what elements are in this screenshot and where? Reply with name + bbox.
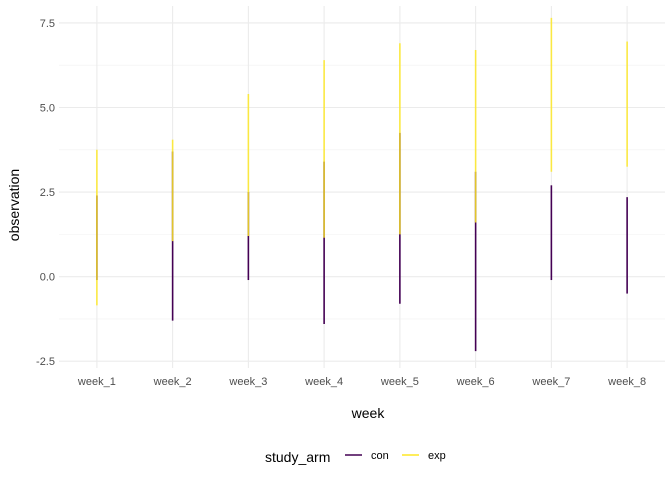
y-tick-label: 7.5 bbox=[40, 18, 55, 30]
chart-marks bbox=[96, 17, 628, 352]
legend-items: con exp bbox=[345, 450, 446, 462]
y-tick-label: 0.0 bbox=[40, 272, 55, 284]
y-tick-label: 5.0 bbox=[40, 102, 55, 114]
x-tick-label: week_5 bbox=[380, 376, 419, 388]
y-tick-label: 2.5 bbox=[40, 187, 55, 199]
legend-title: study_arm bbox=[265, 449, 330, 465]
x-axis-title: week bbox=[351, 405, 386, 421]
series-con bbox=[96, 132, 628, 352]
legend-label-con: con bbox=[371, 450, 389, 462]
series-exp bbox=[96, 17, 628, 306]
x-tick-label: week_7 bbox=[531, 376, 570, 388]
y-axis-title: observation bbox=[6, 169, 22, 241]
x-tick-label: week_6 bbox=[456, 376, 495, 388]
x-tick-label: week_2 bbox=[153, 376, 192, 388]
minor-gridlines bbox=[59, 64, 665, 320]
legend: study_arm con exp bbox=[265, 449, 446, 465]
y-tick-label: -2.5 bbox=[36, 356, 55, 368]
legend-label-exp: exp bbox=[428, 450, 446, 462]
x-tick-label: week_4 bbox=[304, 376, 343, 388]
x-axis-ticks: week_1 week_2 week_3 week_4 week_5 week_6 week… bbox=[77, 376, 646, 388]
y-axis-ticks: -2.5 0.0 2.5 5.0 7.5 bbox=[36, 18, 55, 368]
x-tick-label: week_1 bbox=[77, 376, 116, 388]
x-tick-label: week_8 bbox=[607, 376, 646, 388]
x-tick-label: week_3 bbox=[228, 376, 267, 388]
major-gridlines bbox=[59, 6, 665, 368]
